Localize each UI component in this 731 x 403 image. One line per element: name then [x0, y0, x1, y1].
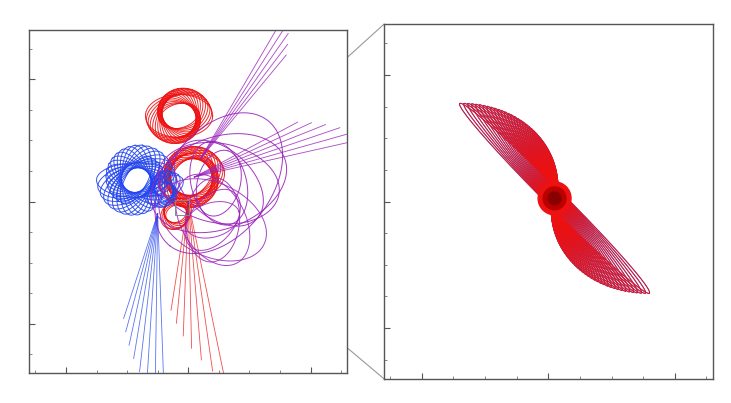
Circle shape	[543, 187, 566, 210]
Circle shape	[538, 182, 571, 215]
Circle shape	[548, 192, 561, 205]
